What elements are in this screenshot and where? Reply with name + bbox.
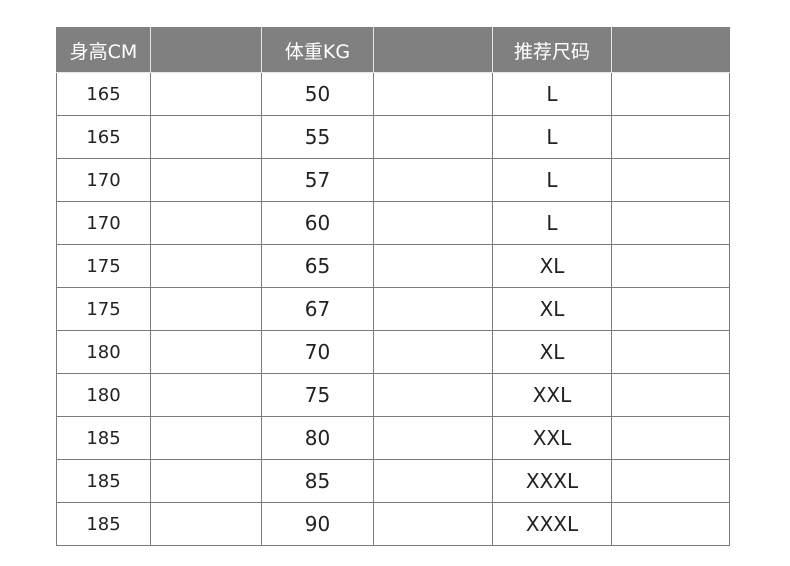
blank-cell bbox=[611, 287, 730, 331]
height-cell: 185 bbox=[56, 459, 151, 503]
size-cell: XXL bbox=[492, 373, 612, 417]
blank-cell bbox=[150, 244, 262, 288]
blank-cell bbox=[373, 244, 493, 288]
blank-cell bbox=[611, 373, 730, 417]
blank-cell bbox=[611, 330, 730, 374]
size-cell: XXXL bbox=[492, 502, 612, 546]
blank-cell bbox=[611, 115, 730, 159]
table-row: 165 55 L bbox=[56, 115, 730, 159]
blank-cell bbox=[150, 287, 262, 331]
size-cell: XL bbox=[492, 287, 612, 331]
height-cell: 185 bbox=[56, 416, 151, 460]
size-cell: XXL bbox=[492, 416, 612, 460]
blank-cell bbox=[150, 416, 262, 460]
table-row: 185 80 XXL bbox=[56, 416, 730, 460]
blank-cell bbox=[611, 158, 730, 202]
blank-cell bbox=[373, 115, 493, 159]
table-row: 170 60 L bbox=[56, 201, 730, 245]
blank-cell bbox=[150, 459, 262, 503]
blank-cell bbox=[373, 459, 493, 503]
size-cell: XL bbox=[492, 244, 612, 288]
blank-cell bbox=[373, 201, 493, 245]
height-cell: 165 bbox=[56, 115, 151, 159]
blank-cell bbox=[611, 72, 730, 116]
blank-cell bbox=[150, 115, 262, 159]
size-cell: L bbox=[492, 201, 612, 245]
table-row: 175 67 XL bbox=[56, 287, 730, 331]
size-cell: XXXL bbox=[492, 459, 612, 503]
weight-cell: 60 bbox=[261, 201, 374, 245]
table-row: 165 50 L bbox=[56, 72, 730, 116]
weight-cell: 50 bbox=[261, 72, 374, 116]
height-cell: 170 bbox=[56, 158, 151, 202]
blank-cell bbox=[373, 287, 493, 331]
size-cell: L bbox=[492, 115, 612, 159]
weight-cell: 70 bbox=[261, 330, 374, 374]
size-cell: L bbox=[492, 158, 612, 202]
height-cell: 170 bbox=[56, 201, 151, 245]
weight-cell: 65 bbox=[261, 244, 374, 288]
weight-cell: 67 bbox=[261, 287, 374, 331]
weight-cell: 90 bbox=[261, 502, 374, 546]
size-cell: XL bbox=[492, 330, 612, 374]
blank-cell bbox=[150, 158, 262, 202]
blank-cell bbox=[373, 416, 493, 460]
header-blank bbox=[611, 27, 730, 73]
blank-cell bbox=[150, 330, 262, 374]
weight-cell: 75 bbox=[261, 373, 374, 417]
height-cell: 165 bbox=[56, 72, 151, 116]
blank-cell bbox=[373, 330, 493, 374]
blank-cell bbox=[373, 502, 493, 546]
header-blank bbox=[150, 27, 262, 73]
table-row: 180 70 XL bbox=[56, 330, 730, 374]
blank-cell bbox=[150, 201, 262, 245]
weight-cell: 85 bbox=[261, 459, 374, 503]
height-cell: 180 bbox=[56, 330, 151, 374]
blank-cell bbox=[373, 373, 493, 417]
header-size: 推荐尺码 bbox=[492, 27, 612, 73]
table-row: 170 57 L bbox=[56, 158, 730, 202]
height-cell: 185 bbox=[56, 502, 151, 546]
table-row: 185 85 XXXL bbox=[56, 459, 730, 503]
blank-cell bbox=[611, 416, 730, 460]
header-weight: 体重KG bbox=[261, 27, 374, 73]
header-height: 身高CM bbox=[56, 27, 151, 73]
weight-cell: 57 bbox=[261, 158, 374, 202]
blank-cell bbox=[373, 72, 493, 116]
blank-cell bbox=[611, 201, 730, 245]
table-row: 185 90 XXXL bbox=[56, 502, 730, 546]
blank-cell bbox=[373, 158, 493, 202]
table-row: 180 75 XXL bbox=[56, 373, 730, 417]
size-cell: L bbox=[492, 72, 612, 116]
size-chart-table: 身高CM 体重KG 推荐尺码 165 50 L 165 55 L 170 57 L 170 60 L 1… bbox=[56, 27, 730, 546]
height-cell: 180 bbox=[56, 373, 151, 417]
blank-cell bbox=[150, 72, 262, 116]
blank-cell bbox=[150, 373, 262, 417]
weight-cell: 80 bbox=[261, 416, 374, 460]
blank-cell bbox=[611, 459, 730, 503]
header-blank bbox=[373, 27, 493, 73]
height-cell: 175 bbox=[56, 244, 151, 288]
table-row: 175 65 XL bbox=[56, 244, 730, 288]
weight-cell: 55 bbox=[261, 115, 374, 159]
header-row: 身高CM 体重KG 推荐尺码 bbox=[56, 27, 730, 73]
height-cell: 175 bbox=[56, 287, 151, 331]
blank-cell bbox=[611, 502, 730, 546]
blank-cell bbox=[150, 502, 262, 546]
blank-cell bbox=[611, 244, 730, 288]
